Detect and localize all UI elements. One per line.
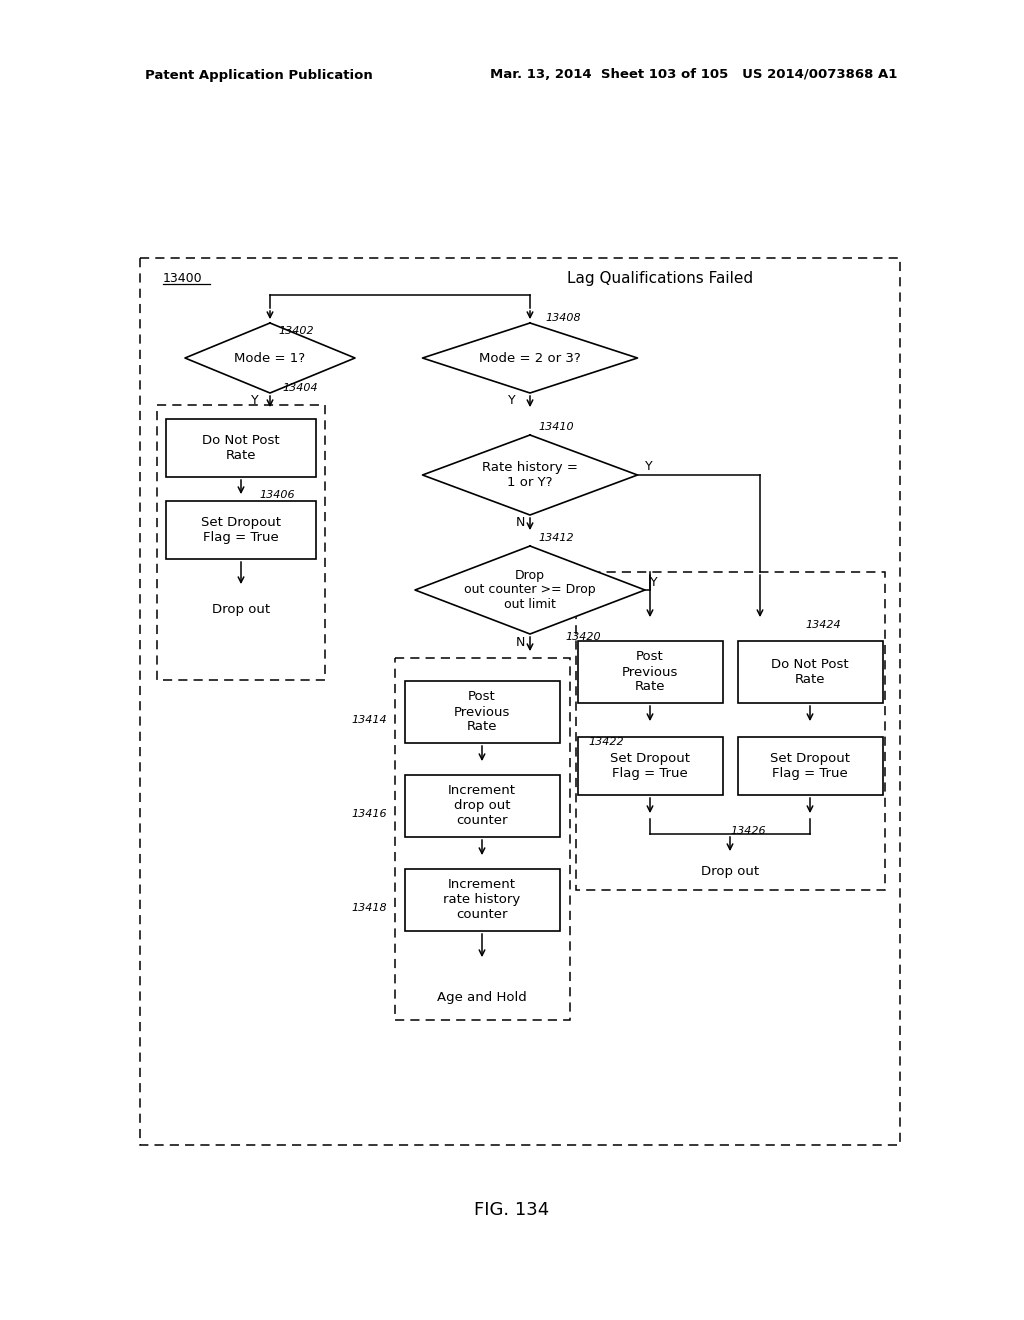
Text: Y: Y (645, 461, 652, 474)
Bar (166, 502, 316, 558)
Text: Do Not Post
Rate: Do Not Post Rate (202, 434, 280, 462)
Polygon shape (423, 436, 638, 515)
Bar (140, 257, 900, 1144)
Polygon shape (423, 323, 638, 393)
Text: 13406: 13406 (259, 490, 295, 500)
Text: Drop out: Drop out (212, 603, 270, 616)
Bar (737, 642, 883, 704)
Text: N: N (515, 516, 524, 529)
Text: Drop
out counter >= Drop
out limit: Drop out counter >= Drop out limit (464, 569, 596, 611)
Text: FIG. 134: FIG. 134 (474, 1201, 550, 1218)
Bar (404, 869, 559, 931)
Bar (404, 775, 559, 837)
Text: Rate history =
1 or Y?: Rate history = 1 or Y? (482, 461, 578, 488)
Text: Lag Qualifications Failed: Lag Qualifications Failed (567, 271, 753, 285)
Text: 13424: 13424 (805, 620, 841, 630)
Text: Post
Previous
Rate: Post Previous Rate (454, 690, 510, 734)
Text: 13426: 13426 (730, 826, 766, 836)
Text: Set Dropout
Flag = True: Set Dropout Flag = True (770, 752, 850, 780)
Bar (157, 405, 325, 680)
Text: N: N (515, 635, 524, 648)
Bar (737, 737, 883, 795)
Bar (578, 737, 723, 795)
Bar (575, 572, 885, 890)
Text: Drop out: Drop out (701, 865, 759, 878)
Text: Y: Y (508, 395, 516, 408)
Text: 13410: 13410 (538, 422, 573, 432)
Text: 13420: 13420 (565, 632, 601, 642)
Text: Set Dropout
Flag = True: Set Dropout Flag = True (610, 752, 690, 780)
Text: 13402: 13402 (278, 326, 313, 337)
Text: Mar. 13, 2014  Sheet 103 of 105   US 2014/0073868 A1: Mar. 13, 2014 Sheet 103 of 105 US 2014/0… (490, 69, 897, 82)
Text: 13422: 13422 (588, 737, 624, 747)
Text: Age and Hold: Age and Hold (437, 991, 527, 1005)
Bar (578, 642, 723, 704)
Text: Increment
drop out
counter: Increment drop out counter (449, 784, 516, 828)
Bar (166, 418, 316, 477)
Polygon shape (185, 323, 355, 393)
Text: 13416: 13416 (351, 809, 387, 818)
Text: 13400: 13400 (163, 272, 203, 285)
Text: Y: Y (251, 395, 259, 408)
Text: Increment
rate history
counter: Increment rate history counter (443, 879, 520, 921)
Text: 13408: 13408 (545, 313, 581, 323)
Text: 13418: 13418 (351, 903, 387, 913)
Text: Post
Previous
Rate: Post Previous Rate (622, 651, 678, 693)
Text: 13404: 13404 (282, 383, 317, 393)
Text: Mode = 1?: Mode = 1? (234, 351, 305, 364)
Text: 13414: 13414 (351, 715, 387, 725)
Text: Y: Y (650, 576, 657, 589)
Text: Do Not Post
Rate: Do Not Post Rate (771, 657, 849, 686)
Bar (395, 657, 570, 1020)
Text: 13412: 13412 (538, 533, 573, 543)
Text: Patent Application Publication: Patent Application Publication (145, 69, 373, 82)
Bar (404, 681, 559, 743)
Text: Set Dropout
Flag = True: Set Dropout Flag = True (201, 516, 281, 544)
Polygon shape (415, 546, 645, 634)
Text: Mode = 2 or 3?: Mode = 2 or 3? (479, 351, 581, 364)
